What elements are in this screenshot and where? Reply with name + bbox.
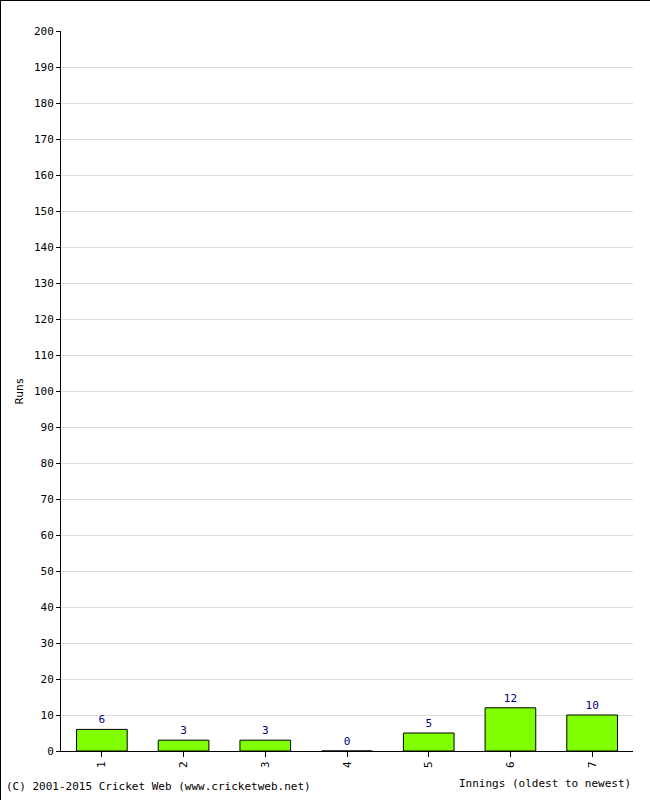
svg-text:80: 80 — [41, 457, 54, 470]
svg-text:20: 20 — [41, 673, 54, 686]
svg-text:Runs: Runs — [13, 378, 26, 405]
svg-text:7: 7 — [586, 761, 599, 768]
svg-text:150: 150 — [34, 205, 54, 218]
svg-text:0: 0 — [47, 745, 54, 758]
svg-text:2: 2 — [177, 761, 190, 768]
svg-text:160: 160 — [34, 169, 54, 182]
svg-text:130: 130 — [34, 277, 54, 290]
svg-text:3: 3 — [259, 761, 272, 768]
svg-text:50: 50 — [41, 565, 54, 578]
svg-text:4: 4 — [341, 761, 354, 768]
svg-text:(C) 2001-2015 Cricket Web (www: (C) 2001-2015 Cricket Web (www.cricketwe… — [6, 780, 311, 793]
svg-text:100: 100 — [34, 385, 54, 398]
svg-text:170: 170 — [34, 133, 54, 146]
svg-text:30: 30 — [41, 637, 54, 650]
svg-text:10: 10 — [41, 709, 54, 722]
svg-text:140: 140 — [34, 241, 54, 254]
svg-text:90: 90 — [41, 421, 54, 434]
svg-text:3: 3 — [180, 724, 187, 737]
svg-text:180: 180 — [34, 97, 54, 110]
svg-text:0: 0 — [344, 735, 351, 748]
svg-text:3: 3 — [262, 724, 269, 737]
svg-text:5: 5 — [425, 717, 432, 730]
svg-text:190: 190 — [34, 61, 54, 74]
svg-text:6: 6 — [99, 713, 106, 726]
svg-text:120: 120 — [34, 313, 54, 326]
svg-text:1: 1 — [95, 761, 108, 768]
svg-text:60: 60 — [41, 529, 54, 542]
svg-text:110: 110 — [34, 349, 54, 362]
svg-text:5: 5 — [422, 761, 435, 768]
svg-text:6: 6 — [504, 761, 517, 768]
svg-text:40: 40 — [41, 601, 54, 614]
svg-text:70: 70 — [41, 493, 54, 506]
svg-text:Innings (oldest to newest): Innings (oldest to newest) — [459, 777, 631, 790]
svg-text:200: 200 — [34, 25, 54, 38]
svg-text:12: 12 — [504, 692, 517, 705]
svg-text:10: 10 — [586, 699, 599, 712]
